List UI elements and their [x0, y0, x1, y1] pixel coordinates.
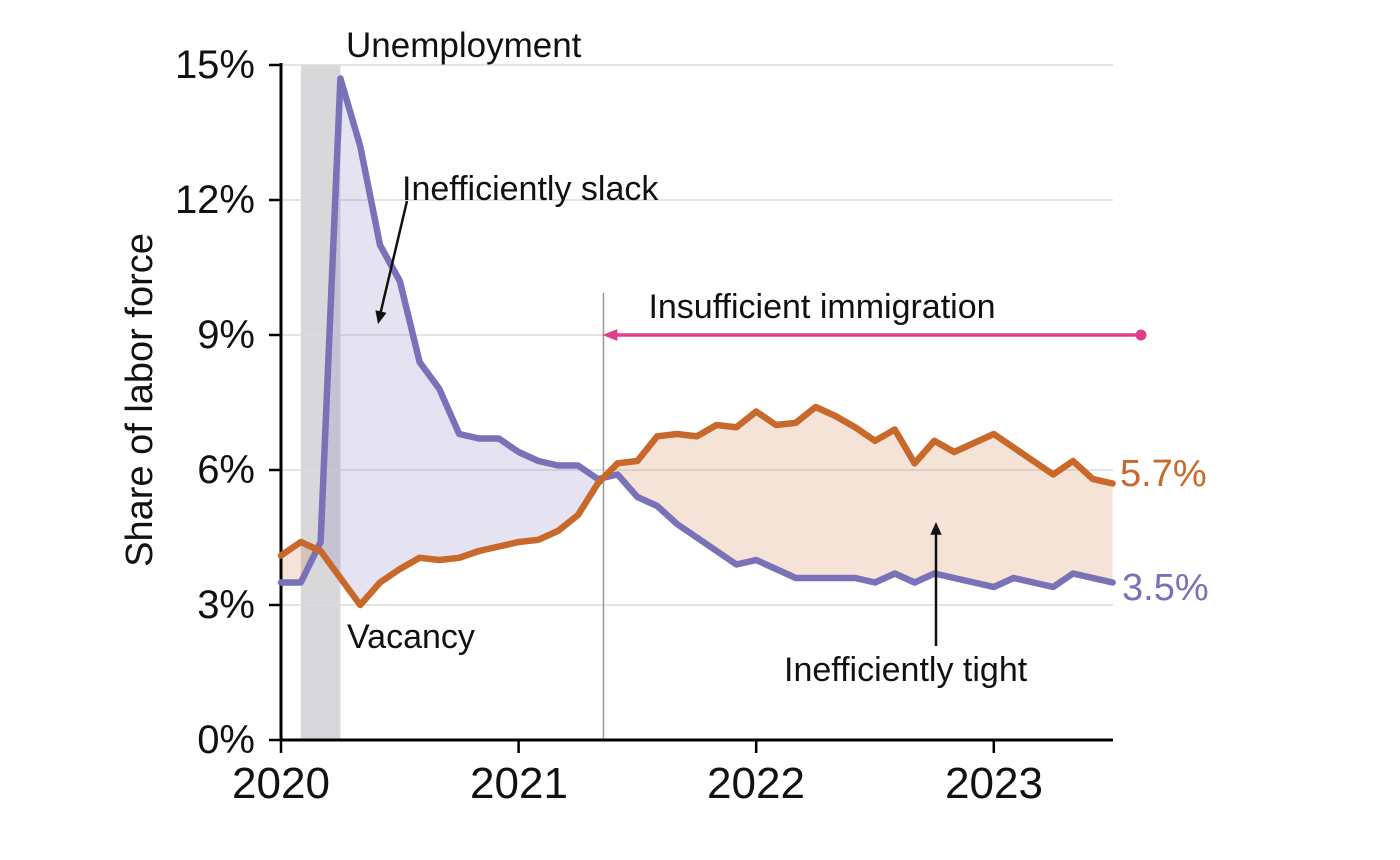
y-tick-label-9: 9% [197, 313, 255, 357]
y-tick-label-3: 3% [197, 583, 255, 627]
x-tick-label-2020: 2020 [232, 759, 330, 808]
y-tick-label-12: 12% [174, 178, 255, 222]
y-tick-label-6: 6% [197, 448, 255, 492]
x-tick-label-2021: 2021 [470, 759, 568, 808]
y-tick-label-15: 15% [174, 43, 255, 87]
vacancy-end-value: 5.7% [1120, 453, 1207, 495]
x-tick-label-2022: 2022 [707, 759, 805, 808]
unemployment-end-value: 3.5% [1122, 567, 1209, 609]
unemployment-series-label: Unemployment [346, 26, 582, 65]
x-tick-label-2023: 2023 [945, 759, 1043, 808]
vacancy-series-label: Vacancy [347, 618, 475, 656]
y-axis-title: Share of labor force [119, 233, 161, 567]
inefficiently-slack-label: Inefficiently slack [402, 170, 659, 208]
y-tick-label-0: 0% [197, 718, 255, 762]
inefficiently-tight-label: Inefficiently tight [784, 651, 1028, 689]
insufficient-immigration-label: Insufficient immigration [648, 288, 996, 326]
